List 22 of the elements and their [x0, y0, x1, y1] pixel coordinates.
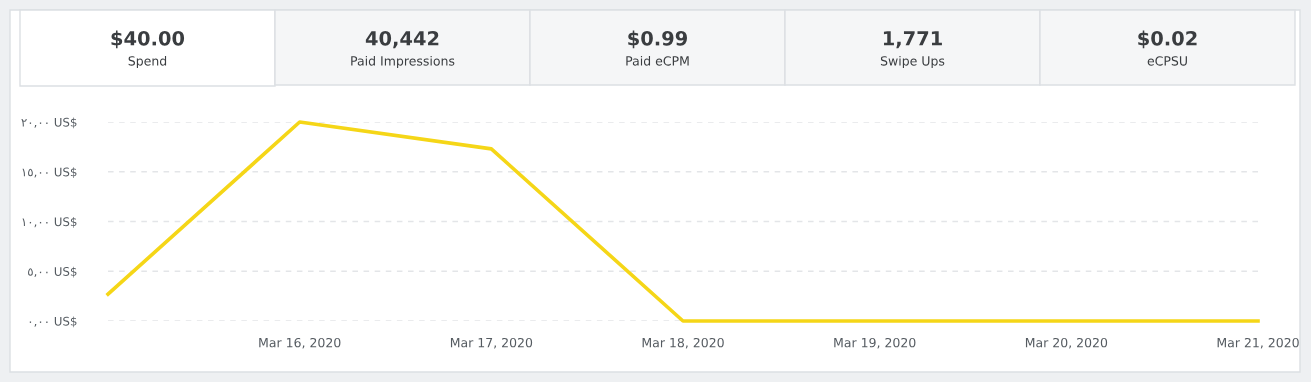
x-tick-label: Mar 20, 2020	[1025, 337, 1108, 349]
x-tick-label: Mar 16, 2020	[259, 337, 341, 349]
x-tick-label: Mar 19, 2020	[834, 337, 916, 349]
line-series	[106, 120, 1260, 323]
text: $0.99	[628, 30, 688, 49]
x-tick-label: Mar 18, 2020	[642, 337, 724, 349]
y-tick-label: ١٥,٠٠ US$	[22, 167, 77, 178]
text: $0.02	[1138, 30, 1197, 49]
y-tick-label: ٢٠,٠٠ US$	[21, 117, 77, 129]
text: Paid Impressions	[351, 55, 455, 69]
y-tick-label: ٠,٠٠ US$	[29, 316, 77, 328]
text: Swipe Ups	[880, 55, 945, 69]
text: 1,771	[883, 31, 942, 49]
y-tick-label: ١٠,٠٠ US$	[22, 217, 77, 228]
text: 40,442	[365, 30, 439, 49]
text: Spend	[128, 55, 167, 69]
y-tick-label: ٥,٠٠ US$	[28, 266, 77, 278]
text: Paid eCPM	[626, 55, 689, 66]
text: $40.00	[111, 30, 185, 49]
text: eCPSU	[1147, 56, 1187, 66]
x-tick-label: Mar 21, 2020	[1217, 337, 1299, 349]
x-tick-label: Mar 17, 2020	[450, 337, 533, 349]
